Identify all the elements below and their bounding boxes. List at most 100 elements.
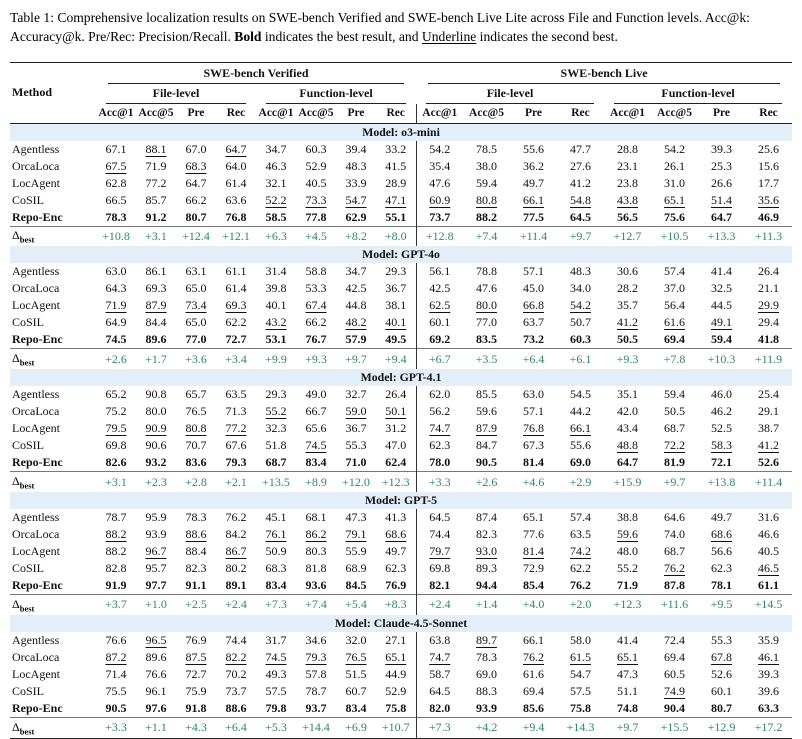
value-cell: 78.3 <box>105 209 127 224</box>
delta-cell: +5.3 <box>256 717 296 739</box>
value-cell: 62.0 <box>415 386 464 404</box>
value-cell: 59.6 <box>617 527 639 542</box>
value-cell: 76.9 <box>385 578 407 593</box>
value-cell: 66.2 <box>185 192 207 207</box>
value-cell: 46.1 <box>758 650 780 665</box>
value-cell: 46.9 <box>758 209 780 224</box>
value-cell: 29.3 <box>385 264 407 279</box>
bench-header-label: SWE-bench Verified <box>108 63 405 84</box>
value-cell: 61.6 <box>523 667 545 682</box>
delta-cell: +8.9 <box>296 471 336 493</box>
delta-subscript: best <box>19 234 35 245</box>
value-cell: 36.2 <box>523 158 545 173</box>
value-cell: 40.5 <box>305 175 327 190</box>
delta-cell: +12.9 <box>698 717 746 739</box>
value-cell: 35.4 <box>415 157 464 175</box>
value-cell: 47.7 <box>570 141 592 156</box>
value-cell: 47.0 <box>385 438 407 453</box>
value-cell: 26.4 <box>385 387 407 402</box>
value-cell: 67.0 <box>185 141 207 156</box>
delta-cell: +4.2 <box>463 717 511 739</box>
value-cell: 44.5 <box>711 298 733 313</box>
model-section-row: Model: GPT-4.1 <box>10 369 793 387</box>
value-cell: 32.3 <box>265 421 287 436</box>
metric-header: Acc@5 <box>651 103 699 124</box>
value-cell: 80.3 <box>305 544 327 559</box>
value-cell: 37.0 <box>664 281 686 296</box>
value-cell: 65.1 <box>385 650 407 665</box>
delta-cell: +11.4 <box>745 471 793 493</box>
value-cell: 27.1 <box>385 633 407 648</box>
delta-cell: +14.5 <box>745 594 793 616</box>
value-cell: 93.0 <box>476 544 498 559</box>
method-data-row: CoSIL 64.9 84.4 65.0 62.2 43.2 66.2 48.2 40.1 60.… <box>10 314 792 332</box>
value-cell: 49.3 <box>265 667 287 682</box>
value-cell: 79.8 <box>265 701 287 716</box>
delta-cell: +12.4 <box>176 225 216 247</box>
method-data-row: Repo-Enc 90.5 97.6 91.8 88.6 79.8 93.7 83.4 75.8… <box>10 700 792 718</box>
delta-cell: +12.8 <box>415 225 464 247</box>
delta-cell: +2.9 <box>557 471 605 493</box>
value-cell: 97.6 <box>145 701 167 716</box>
value-cell: 68.6 <box>385 527 407 542</box>
value-cell: 83.5 <box>476 332 498 347</box>
delta-cell: +1.4 <box>463 594 511 616</box>
value-cell: 57.5 <box>570 684 592 699</box>
metric-header: Acc@1 <box>96 103 136 124</box>
delta-symbol: Δ <box>12 350 20 365</box>
value-cell: 64.5 <box>415 683 464 701</box>
value-cell: 87.2 <box>105 650 127 665</box>
value-cell: 55.6 <box>523 141 545 156</box>
delta-cell: +9.7 <box>336 348 376 370</box>
value-cell: 78.8 <box>476 264 498 279</box>
value-cell: 78.7 <box>105 510 127 525</box>
value-cell: 82.6 <box>105 455 127 470</box>
delta-cell: +5.4 <box>336 594 376 616</box>
value-cell: 41.5 <box>385 158 407 173</box>
method-data-row: Agentless 65.2 90.8 65.7 63.5 29.3 49.0 32.7 26.… <box>10 386 792 404</box>
value-cell: 63.3 <box>758 701 780 716</box>
value-cell: 48.2 <box>345 315 367 330</box>
value-cell: 29.9 <box>758 298 780 313</box>
value-cell: 69.2 <box>415 331 464 349</box>
value-cell: 81.4 <box>523 455 545 470</box>
value-cell: 71.4 <box>105 667 127 682</box>
value-cell: 66.1 <box>570 421 592 436</box>
value-cell: 88.1 <box>145 141 167 156</box>
delta-cell: +12.0 <box>336 471 376 493</box>
value-cell: 83.4 <box>265 578 287 593</box>
value-cell: 88.6 <box>225 701 247 716</box>
method-data-row: Repo-Enc 91.9 97.7 91.1 89.1 83.4 93.6 84.5 76.9… <box>10 577 792 595</box>
value-cell: 61.4 <box>225 175 247 190</box>
caption-text-1: Comprehensive localization results on SW… <box>10 10 750 45</box>
value-cell: 77.5 <box>523 209 545 224</box>
method-data-row: OrcaLoca 75.2 80.0 76.5 71.3 55.2 66.7 59.0 50.1… <box>10 403 792 421</box>
metric-header: Acc@5 <box>136 103 176 124</box>
value-cell: 77.8 <box>305 209 327 224</box>
value-cell: 71.3 <box>225 404 247 419</box>
value-cell: 60.3 <box>570 332 592 347</box>
value-cell: 76.5 <box>345 650 367 665</box>
results-table-head: Method SWE-bench Verified SWE-bench Live Fi… <box>10 61 793 124</box>
caption-bold-word: Bold <box>234 29 262 45</box>
value-cell: 68.7 <box>664 421 686 436</box>
value-cell: 62.8 <box>105 175 127 190</box>
value-cell: 61.1 <box>758 578 780 593</box>
value-cell: 82.0 <box>415 700 464 718</box>
delta-cell: +3.3 <box>96 717 136 739</box>
value-cell: 43.8 <box>617 192 639 207</box>
value-cell: 60.1 <box>711 684 733 699</box>
value-cell: 59.4 <box>476 175 498 190</box>
value-cell: 87.5 <box>185 650 207 665</box>
value-cell: 62.3 <box>385 561 407 576</box>
delta-cell: +2.3 <box>136 471 176 493</box>
value-cell: 57.4 <box>664 264 686 279</box>
delta-row: Δbest +3.1 +2.3 +2.8 +2.1 +13.5 +8.9 +12.0 +12.3… <box>10 471 793 493</box>
value-cell: 89.3 <box>476 561 498 576</box>
delta-cell: +3.5 <box>463 348 511 370</box>
value-cell: 57.5 <box>265 684 287 699</box>
value-cell: 63.0 <box>523 387 545 402</box>
value-cell: 42.5 <box>415 280 464 298</box>
model-section-row: Model: GPT-4o <box>10 246 793 264</box>
delta-symbol: Δ <box>12 719 20 734</box>
